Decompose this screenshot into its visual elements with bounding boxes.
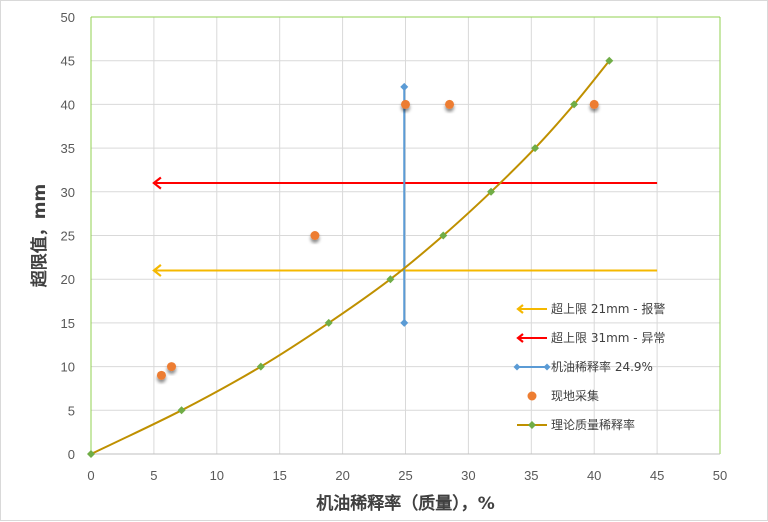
y-tick-label: 45 bbox=[61, 54, 75, 69]
legend-item: 超上限 21mm - 报警 bbox=[516, 301, 665, 316]
field-sample-point bbox=[589, 99, 599, 109]
y-tick-label: 0 bbox=[68, 447, 75, 462]
threshold-arrow-head bbox=[152, 264, 162, 277]
legend-label: 超上限 31mm - 异常 bbox=[551, 330, 665, 345]
threshold-arrow-head bbox=[152, 176, 162, 190]
theoretical-curve-point bbox=[256, 362, 265, 371]
legend-label: 机油稀释率 24.9% bbox=[551, 359, 653, 374]
dilution-rate-point bbox=[400, 82, 409, 91]
y-tick-label: 10 bbox=[61, 360, 75, 375]
legend-marker bbox=[513, 363, 521, 371]
legend-label: 理论质量稀释率 bbox=[551, 417, 635, 432]
theoretical-curve-point bbox=[570, 100, 579, 109]
x-tick-label: 50 bbox=[713, 468, 727, 483]
y-tick-label: 50 bbox=[61, 10, 75, 25]
field-sample-point bbox=[310, 231, 320, 240]
x-tick-label: 20 bbox=[335, 468, 349, 483]
x-tick-label: 35 bbox=[524, 468, 538, 483]
y-tick-label: 5 bbox=[68, 403, 75, 418]
theoretical-curve-point bbox=[605, 56, 614, 65]
x-tick-label: 10 bbox=[210, 468, 224, 483]
theoretical-curve-point bbox=[487, 187, 496, 196]
field-sample-point bbox=[445, 99, 455, 109]
legend-marker bbox=[528, 421, 536, 429]
theoretical-curve-point bbox=[177, 406, 186, 415]
theoretical-curve bbox=[90, 60, 611, 455]
legend-label: 现地采集 bbox=[551, 388, 599, 403]
legend-arrow-head bbox=[516, 333, 524, 343]
x-tick-label: 40 bbox=[587, 468, 601, 483]
y-tick-label: 20 bbox=[61, 272, 75, 287]
dilution-rate-point bbox=[400, 318, 409, 327]
legend-item: 现地采集 bbox=[527, 388, 599, 403]
x-tick-label: 5 bbox=[150, 468, 157, 483]
chart-marks bbox=[87, 56, 658, 458]
plot-area-border bbox=[90, 16, 721, 455]
x-tick-label: 30 bbox=[461, 468, 475, 483]
theoretical-curve-point bbox=[439, 231, 448, 240]
y-tick-label: 25 bbox=[61, 229, 75, 244]
legend-arrow-head bbox=[516, 304, 524, 314]
y-tick-label: 40 bbox=[61, 97, 75, 112]
grid-lines bbox=[91, 16, 721, 454]
y-tick-label: 35 bbox=[61, 141, 75, 156]
x-tick-label: 25 bbox=[398, 468, 412, 483]
legend-marker bbox=[527, 391, 537, 401]
theoretical-curve-point bbox=[531, 144, 540, 153]
y-tick-label: 15 bbox=[61, 316, 75, 331]
theoretical-curve-point bbox=[386, 275, 395, 284]
legend-item: 机油稀释率 24.9% bbox=[513, 359, 653, 374]
legend-item: 理论质量稀释率 bbox=[517, 417, 635, 432]
x-tick-label: 45 bbox=[650, 468, 664, 483]
field-sample-point bbox=[156, 370, 166, 380]
x-tick-label: 15 bbox=[272, 468, 286, 483]
theoretical-curve-point bbox=[87, 450, 95, 458]
tick-labels: 0 5 10 15 20 25 30 35 40 45 50 0 5 10 15 20 25 30 35 40 45 50 bbox=[61, 10, 728, 483]
x-tick-label: 0 bbox=[87, 468, 94, 483]
legend-marker bbox=[543, 363, 551, 371]
legend-label: 超上限 21mm - 报警 bbox=[551, 301, 665, 316]
legend-item: 超上限 31mm - 异常 bbox=[516, 330, 665, 345]
y-axis-title: 超限值，mm bbox=[29, 184, 50, 287]
theoretical-curve-point bbox=[324, 318, 333, 327]
field-sample-point bbox=[401, 99, 410, 109]
x-axis-title: 机油稀释率（质量），% bbox=[316, 493, 495, 514]
field-sample-point bbox=[167, 362, 177, 372]
y-tick-label: 30 bbox=[61, 185, 75, 200]
